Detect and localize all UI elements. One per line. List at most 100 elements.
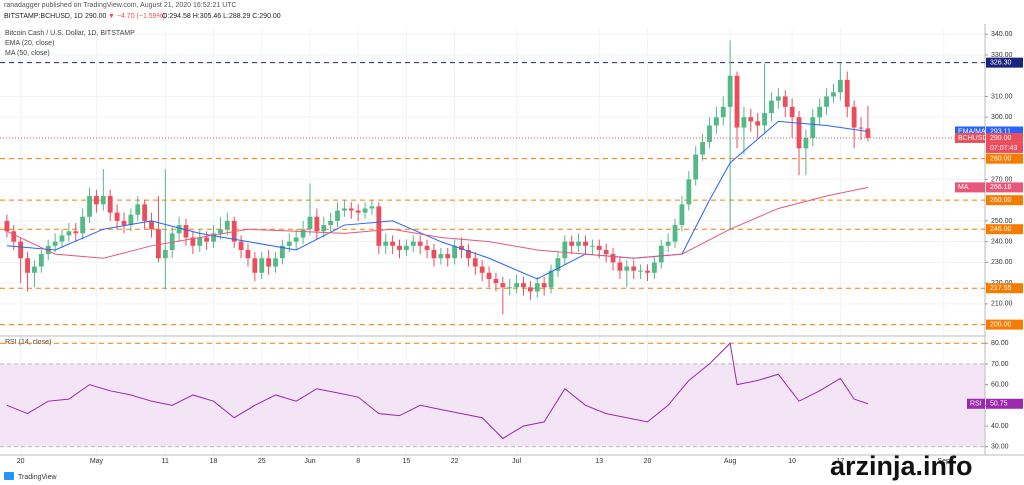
tag-name: EMA/MA (958, 128, 986, 135)
candle-body (452, 245, 458, 259)
candle-body (211, 233, 216, 242)
author-line: ranadagger published on TradingView.com,… (4, 2, 237, 9)
candle-body (727, 75, 733, 107)
chart-title: Bitcoin Cash / U.S. Dollar, 1D, BITSTAMP (5, 30, 135, 37)
candle-body (782, 96, 788, 107)
candle-body (817, 106, 823, 118)
candle-body (183, 225, 189, 238)
countdown-box (986, 142, 1023, 153)
candle-body (610, 254, 616, 263)
tag-box (986, 126, 1023, 137)
candle-body (162, 249, 168, 259)
candle-body (576, 241, 582, 246)
level-tag (986, 153, 1023, 164)
candle-body (534, 283, 540, 292)
x-tick-label: 10 (788, 458, 796, 465)
candle-body (472, 258, 478, 267)
rsi-line (6, 342, 869, 440)
y-tick-label: 340.00 (991, 31, 1013, 38)
tag-name: MA (958, 184, 969, 191)
candle-body (390, 241, 396, 246)
y-tick-label: 60.00 (991, 381, 1009, 388)
candle-body (218, 229, 223, 234)
candle-body (548, 270, 554, 288)
candle-body (176, 225, 182, 234)
candle-body (38, 254, 44, 267)
tag-name: BCHUSD (958, 135, 988, 142)
y-tick-label: 250.00 (991, 218, 1013, 225)
candle-body (335, 210, 340, 221)
last-price: 290.00 (85, 13, 107, 20)
x-tick-label: 25 (258, 458, 266, 465)
rsi-legend: RSI (14, close) (5, 339, 51, 346)
candle-body (720, 106, 726, 118)
candle-body (25, 258, 30, 273)
indicator-line (6, 186, 869, 259)
x-tick-label: 17 (836, 458, 844, 465)
candle-body (376, 206, 382, 246)
legend-entry: EMA (20, close) (5, 40, 54, 47)
candle-body (128, 214, 134, 226)
candle-body (403, 245, 409, 250)
candle-body (18, 241, 24, 259)
candle-body (555, 258, 561, 271)
x-tick-label: Jun (304, 458, 315, 465)
tag-box (986, 182, 1023, 193)
candle-body (596, 245, 602, 250)
candle-body (197, 237, 203, 246)
candle-body (851, 106, 857, 128)
candle-body (300, 229, 306, 238)
candle-body (321, 225, 327, 232)
candle-body (638, 270, 644, 272)
candle-body (362, 208, 368, 213)
candle-body (865, 128, 871, 138)
level-label: 200.00 (990, 321, 1012, 328)
candle-body (603, 249, 609, 255)
ohlc: O:294.58 H:305.46 L:288.29 C:290.00 (162, 13, 281, 20)
candle-body (541, 283, 547, 288)
y-tick-label: 270.00 (991, 176, 1013, 183)
candle-body (32, 266, 37, 273)
level-label: 326.30 (990, 59, 1012, 66)
brand: TradingView (18, 474, 57, 481)
level-tag (986, 57, 1023, 68)
candle-body (734, 75, 740, 128)
candle-body (707, 125, 712, 143)
level-tag (986, 195, 1023, 206)
candle-body (355, 210, 361, 213)
candle-body (87, 196, 92, 217)
candle-body (803, 137, 809, 149)
candle-body (507, 287, 513, 289)
candle-body (569, 241, 575, 246)
y-tick-label: 300.00 (991, 114, 1013, 121)
candle-body (190, 237, 196, 246)
candle-body (486, 272, 492, 279)
tag-label: 290.00 (990, 135, 1012, 142)
candle-body (562, 241, 568, 259)
candle-body (589, 245, 595, 247)
x-tick-label: 11 (162, 458, 169, 465)
candle-body (858, 127, 864, 129)
candle-body (266, 258, 272, 267)
candle-body (527, 287, 533, 292)
tag-name-box (955, 182, 985, 193)
x-tick-label: 13 (595, 458, 603, 465)
level-label: 217.55 (990, 285, 1012, 292)
candle-body (100, 196, 106, 205)
x-tick-label: 18 (210, 458, 218, 465)
candle-body (80, 216, 86, 234)
candle-body (369, 206, 375, 209)
change: ▼ −4.70 (−1.59%) (108, 13, 165, 20)
candle-body (438, 254, 444, 259)
countdown: 07:07:43 (990, 145, 1017, 152)
y-tick-label: 210.00 (991, 301, 1013, 308)
candle-body (204, 237, 210, 242)
candle-body (149, 220, 154, 230)
rsi-band (0, 363, 985, 447)
candle-body (348, 208, 354, 211)
candle-body (169, 233, 175, 250)
level-tag (986, 224, 1023, 235)
level-label: 260.00 (990, 197, 1012, 204)
x-tick-label: 20 (17, 458, 25, 465)
y-tick-label: 240.00 (991, 238, 1013, 245)
